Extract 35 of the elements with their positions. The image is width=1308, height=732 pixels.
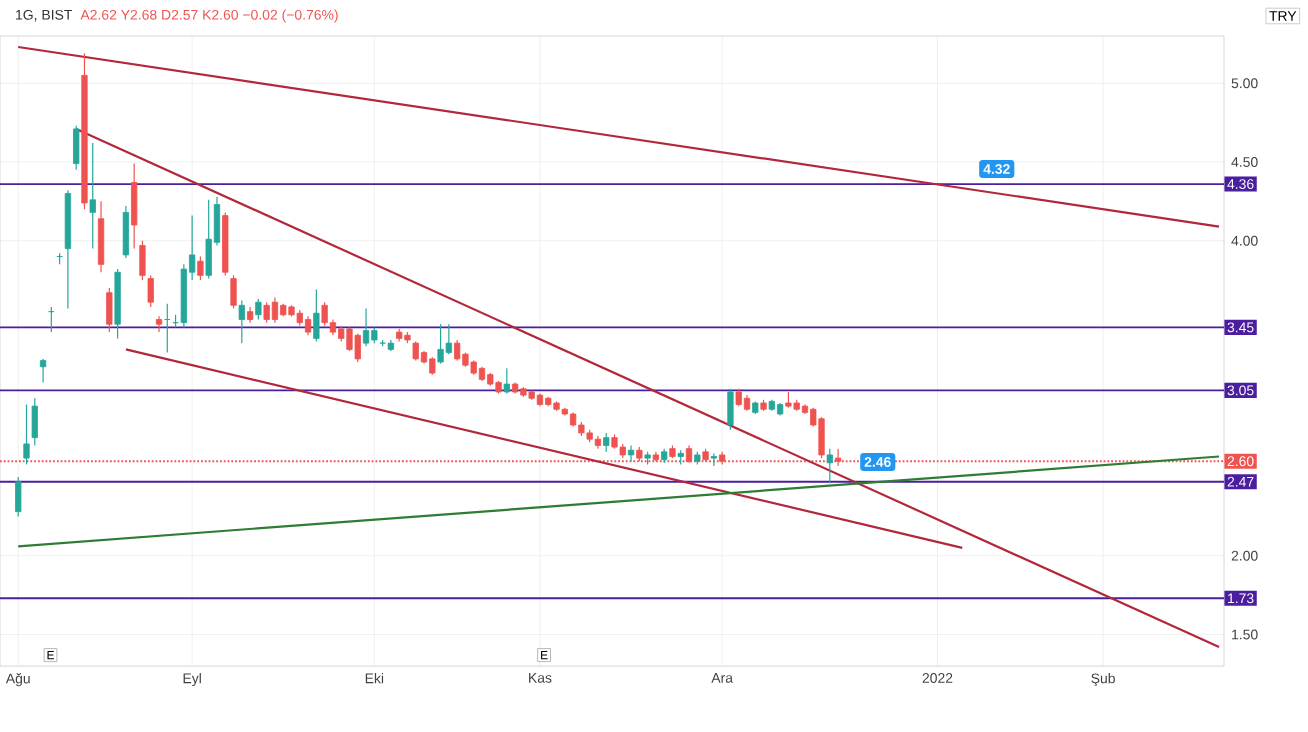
candlestick	[147, 274, 154, 308]
candlestick	[97, 200, 105, 273]
candlestick	[238, 299, 245, 344]
candlestick	[255, 298, 262, 321]
candlestick	[23, 403, 30, 465]
candlestick	[106, 287, 113, 333]
candlestick	[89, 142, 96, 250]
candlestick	[437, 323, 444, 365]
candlestick	[826, 448, 833, 484]
candlestick	[230, 274, 237, 310]
candlestick	[205, 199, 212, 280]
candlestick	[603, 432, 610, 453]
candlestick	[15, 476, 22, 517]
candlestick	[362, 307, 370, 347]
candlestick	[39, 358, 47, 384]
candlestick	[354, 333, 361, 363]
candlestick	[263, 301, 270, 324]
candlestick	[31, 397, 38, 447]
candlestick	[73, 125, 80, 171]
candlestick	[710, 452, 717, 467]
candlestick	[445, 323, 452, 355]
candlestick	[321, 301, 328, 327]
candlestick	[122, 205, 130, 259]
candlestick	[139, 240, 146, 281]
candlestick	[727, 388, 734, 431]
candlestick	[304, 315, 312, 336]
candlestick	[313, 288, 320, 343]
candlestick	[197, 255, 204, 281]
candlestick	[627, 444, 635, 462]
candlestick	[271, 296, 279, 324]
candlestick	[818, 416, 825, 459]
candlestick	[155, 315, 163, 333]
candlestick	[346, 326, 353, 352]
candlestick	[503, 367, 510, 395]
candlestick	[131, 162, 138, 250]
